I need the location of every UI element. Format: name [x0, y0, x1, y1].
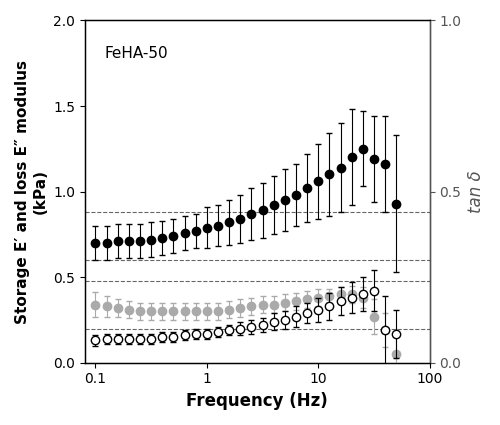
X-axis label: Frequency (Hz): Frequency (Hz): [186, 392, 328, 410]
Y-axis label: Storage E′ and loss E″ modulus
(kPa): Storage E′ and loss E″ modulus (kPa): [15, 60, 48, 323]
Y-axis label: tan δ: tan δ: [467, 170, 485, 213]
Text: FeHA-50: FeHA-50: [104, 46, 168, 61]
